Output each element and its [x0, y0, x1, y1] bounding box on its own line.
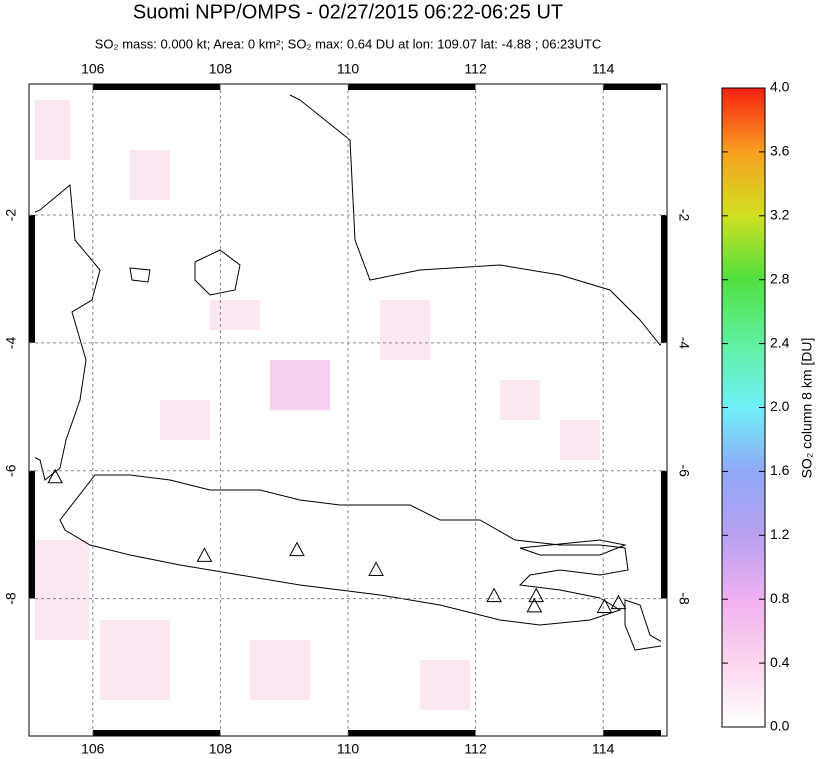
- subtitle: SO₂ mass: 0.000 kt; Area: 0 km²; SO₂ max…: [95, 36, 602, 51]
- x-tick-label: 106: [81, 61, 105, 77]
- colorbar-tick-label: 3.6: [770, 143, 790, 159]
- frame-bar: [29, 84, 93, 90]
- frame-bar: [661, 342, 667, 471]
- x-tick-label: 114: [592, 61, 615, 77]
- colorbar-label: SO₂ column 8 km [DU]: [799, 338, 815, 479]
- x-tick-label: 114: [592, 741, 615, 757]
- y-tick-label: -6: [3, 464, 19, 477]
- coastline: [129, 267, 151, 283]
- frame-bar: [29, 730, 93, 736]
- coastline: [289, 94, 667, 346]
- coastline: [194, 249, 241, 296]
- frame-bar: [661, 470, 667, 599]
- colorbar-tick-label: 2.4: [770, 334, 790, 350]
- volcano: [368, 561, 384, 576]
- y-tick-label: -4: [676, 337, 692, 350]
- so2-patches: [29, 100, 600, 710]
- colorbar: [721, 87, 766, 728]
- volcano: [526, 597, 543, 613]
- coastline: [624, 599, 667, 651]
- frame-bar: [29, 84, 35, 216]
- frame-bar: [29, 215, 35, 343]
- x-tick-label: 106: [81, 741, 105, 757]
- frame-bar: [603, 730, 667, 736]
- volcano: [610, 594, 627, 610]
- frame-bar: [29, 342, 35, 471]
- colorbar-tick-label: 0.0: [770, 718, 790, 734]
- colorbar-tick-label: 1.2: [770, 526, 790, 542]
- y-tick-label: -8: [676, 592, 692, 605]
- y-tick-label: -2: [676, 209, 692, 222]
- x-tick-label: 110: [337, 741, 360, 757]
- coastline: [519, 539, 627, 556]
- volcano: [289, 541, 305, 557]
- coastline: [59, 474, 629, 626]
- x-tick-label: 108: [209, 61, 233, 77]
- coastline: [29, 184, 101, 481]
- colorbar-tick-label: 2.0: [770, 398, 790, 414]
- x-tick-label: 110: [337, 61, 360, 77]
- frame-bar: [661, 84, 667, 216]
- colorbar-tick-label: 2.8: [770, 270, 790, 286]
- frame-bar: [348, 84, 476, 90]
- colorbar-tick-label: 0.4: [770, 654, 790, 670]
- volcano: [596, 598, 613, 614]
- frame-bar: [92, 730, 221, 736]
- frame-bar: [220, 84, 348, 90]
- frame-bar: [29, 598, 35, 736]
- colorbar-tick-label: 0.8: [770, 590, 790, 606]
- frame-bar: [661, 598, 667, 736]
- colorbar-tick-label: 3.2: [770, 207, 790, 223]
- frame-bar: [92, 84, 221, 90]
- volcano: [486, 587, 502, 603]
- frame-bar: [348, 730, 476, 736]
- colorbar-tick-label: 4.0: [770, 79, 790, 95]
- colorbar-tick-label: 1.6: [770, 462, 790, 478]
- frame-bar: [475, 730, 604, 736]
- y-tick-label: -2: [3, 209, 19, 222]
- y-tick-label: -6: [676, 464, 692, 477]
- title: Suomi NPP/OMPS - 02/27/2015 06:22-06:25 …: [133, 1, 563, 23]
- y-tick-label: -8: [3, 592, 19, 605]
- volcano: [196, 547, 213, 562]
- volcano: [47, 468, 63, 484]
- x-tick-label: 112: [464, 741, 487, 757]
- x-tick-label: 108: [209, 741, 233, 757]
- frame-bar: [475, 84, 604, 90]
- x-tick-label: 112: [464, 61, 487, 77]
- frame-bar: [661, 215, 667, 343]
- frame-bar: [220, 730, 348, 736]
- frame-bar: [603, 84, 667, 90]
- y-tick-label: -4: [3, 336, 19, 349]
- frame-bar: [29, 470, 35, 599]
